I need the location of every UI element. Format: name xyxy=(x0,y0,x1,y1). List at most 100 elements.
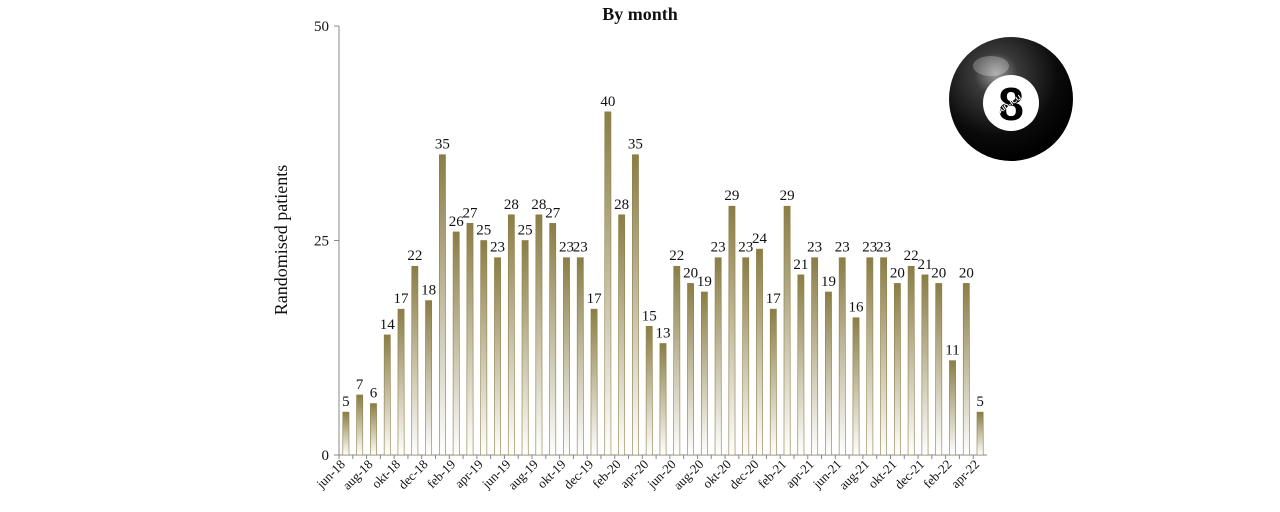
data-label: 28 xyxy=(614,197,629,213)
x-tick-label: okt-21 xyxy=(865,457,900,492)
data-label: 23 xyxy=(862,240,877,256)
data-label: 16 xyxy=(849,300,865,316)
data-label: 23 xyxy=(738,240,753,256)
bar xyxy=(466,223,474,456)
x-tick-label: feb-20 xyxy=(589,457,624,492)
bar xyxy=(962,283,970,456)
x-tick-label: okt-18 xyxy=(369,457,404,492)
data-label: 25 xyxy=(518,223,533,239)
bar xyxy=(797,274,805,456)
data-label: 23 xyxy=(573,240,588,256)
data-label: 23 xyxy=(711,240,726,256)
data-label: 17 xyxy=(587,291,603,307)
bar xyxy=(687,283,694,456)
data-label: 27 xyxy=(462,205,478,221)
bar xyxy=(563,257,570,456)
data-label: 29 xyxy=(724,188,739,204)
data-label: 22 xyxy=(904,248,919,264)
data-label: 28 xyxy=(531,197,546,213)
y-tick-label: 25 xyxy=(314,234,329,250)
bar xyxy=(866,257,874,456)
bar xyxy=(383,334,391,456)
logo-number: 8 xyxy=(998,78,1024,130)
data-label: 20 xyxy=(683,265,698,281)
data-label: 6 xyxy=(370,386,378,402)
bar xyxy=(632,154,639,456)
bar xyxy=(728,205,736,456)
y-axis-label: Randomised patients xyxy=(271,165,291,315)
data-label: 27 xyxy=(545,205,561,221)
bar xyxy=(893,283,901,456)
data-label: 13 xyxy=(656,325,671,341)
x-tick-label: dec-19 xyxy=(561,457,597,493)
bar xyxy=(714,257,722,456)
bar xyxy=(507,214,515,456)
bar xyxy=(452,231,460,456)
bar xyxy=(494,257,501,456)
data-label: 22 xyxy=(407,248,422,264)
bar xyxy=(673,265,681,456)
chart-title: By month xyxy=(602,4,678,24)
bar xyxy=(852,317,860,456)
x-tick-label: feb-22 xyxy=(920,457,955,492)
data-label: 17 xyxy=(766,291,782,307)
x-tick-label: feb-19 xyxy=(424,457,459,492)
bar xyxy=(756,248,763,456)
x-tick-label: feb-21 xyxy=(755,457,790,492)
data-label: 29 xyxy=(780,188,795,204)
x-tick-label: okt-19 xyxy=(534,457,569,492)
data-label: 23 xyxy=(807,240,822,256)
bar xyxy=(439,154,446,456)
eight-ball-logo: 8 AID-ICU xyxy=(946,34,1076,164)
data-label: 23 xyxy=(490,240,505,256)
x-tick-label: apr-22 xyxy=(948,457,982,491)
data-label: 18 xyxy=(421,283,436,299)
bar xyxy=(521,240,529,456)
data-label: 23 xyxy=(876,240,891,256)
x-tick-label: aug-19 xyxy=(505,457,541,493)
bar xyxy=(811,257,819,456)
bar xyxy=(700,291,708,456)
data-label: 22 xyxy=(669,248,684,264)
data-label: 14 xyxy=(380,317,396,333)
data-label: 23 xyxy=(835,240,850,256)
data-label: 19 xyxy=(697,274,712,290)
bar xyxy=(935,283,943,456)
plot-area: 0255057614172218352627252328252827232317… xyxy=(313,19,987,493)
y-tick-label: 50 xyxy=(314,19,329,35)
bar xyxy=(742,257,750,456)
data-label: 17 xyxy=(394,291,410,307)
bar xyxy=(783,205,791,456)
x-tick-label: apr-21 xyxy=(782,457,816,491)
bar xyxy=(342,411,350,456)
bar xyxy=(769,308,777,456)
data-label: 11 xyxy=(945,343,959,359)
bar xyxy=(535,214,543,456)
data-label: 20 xyxy=(959,265,974,281)
data-label: 21 xyxy=(793,257,808,273)
x-tick-label: aug-20 xyxy=(670,457,706,493)
bar xyxy=(590,308,598,456)
data-label: 15 xyxy=(642,308,657,324)
y-tick-label: 0 xyxy=(322,448,330,464)
data-label: 20 xyxy=(931,265,946,281)
data-label: 28 xyxy=(504,197,519,213)
bar xyxy=(645,325,653,456)
data-label: 40 xyxy=(600,94,615,110)
x-tick-label: aug-21 xyxy=(836,457,872,493)
bar xyxy=(825,291,832,456)
x-tick-label: dec-18 xyxy=(395,457,431,493)
bar xyxy=(356,394,364,456)
bar xyxy=(480,240,488,456)
data-label: 19 xyxy=(821,274,836,290)
x-tick-label: apr-20 xyxy=(617,457,651,491)
data-label: 25 xyxy=(476,223,491,239)
bar xyxy=(907,265,915,456)
data-label: 7 xyxy=(356,377,364,393)
x-tick-label: apr-19 xyxy=(451,457,485,491)
bar xyxy=(949,360,956,456)
data-label: 5 xyxy=(342,394,350,410)
x-tick-label: dec-21 xyxy=(891,457,927,493)
data-label: 24 xyxy=(752,231,768,247)
